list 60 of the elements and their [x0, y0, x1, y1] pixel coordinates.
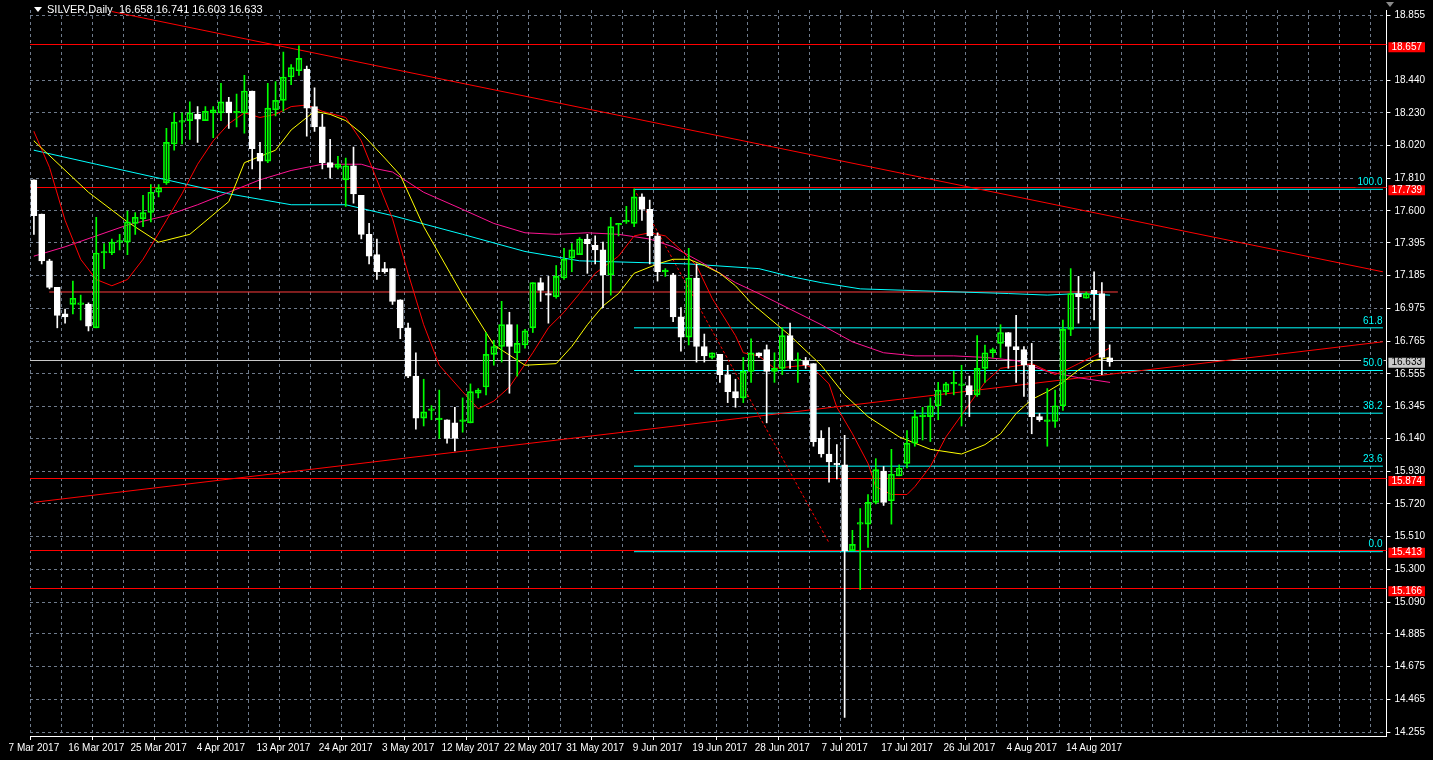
- y-tick-label: 15.300: [1394, 563, 1426, 575]
- ref-line-label: 15.413: [1391, 546, 1423, 558]
- x-tick-label: 24 Apr 2017: [318, 741, 374, 753]
- y-tick-label: 17.600: [1394, 204, 1426, 216]
- x-tick-label: 26 Jul 2017: [943, 741, 996, 753]
- y-tick-label: 15.510: [1394, 530, 1426, 542]
- x-tick-label: 4 Aug 2017: [1006, 741, 1058, 753]
- y-tick-label: 15.930: [1394, 464, 1426, 476]
- y-tick-label: 14.465: [1394, 693, 1426, 705]
- series-label: 50.0: [1363, 357, 1383, 369]
- y-tick-label: 16.975: [1394, 302, 1426, 314]
- series-label: 23.6: [1363, 452, 1383, 464]
- y-tick-label: 18.855: [1394, 9, 1426, 21]
- y-tick-label: 18.440: [1394, 73, 1426, 85]
- candlestick: [435, 389, 443, 439]
- x-tick-label: 19 Jun 2017: [692, 741, 748, 753]
- series-label: 100.0: [1357, 176, 1383, 188]
- x-tick-label: 16 Mar 2017: [68, 741, 125, 753]
- x-tick-label: 7 Jul 2017: [821, 741, 869, 753]
- y-tick-label: 15.090: [1394, 595, 1426, 607]
- candlestick: [1012, 315, 1020, 383]
- x-tick-label: 31 May 2017: [566, 741, 625, 753]
- x-tick-label: 7 Mar 2017: [8, 741, 60, 753]
- series-label: 38.2: [1363, 399, 1383, 411]
- ref-line-label: 15.166: [1391, 584, 1423, 596]
- candlestick: [1106, 344, 1113, 367]
- ref-line-label: 15.874: [1391, 474, 1423, 486]
- x-tick-label: 14 Aug 2017: [1066, 741, 1123, 753]
- x-tick-label: 25 Mar 2017: [130, 741, 188, 753]
- y-tick-label: 18.020: [1394, 139, 1426, 151]
- series-label: 0.0: [1368, 538, 1383, 550]
- candlestick: [326, 138, 334, 179]
- y-tick-label: 14.885: [1394, 627, 1426, 639]
- y-tick-label: 16.140: [1394, 432, 1426, 444]
- x-tick-label: 12 May 2017: [441, 741, 500, 753]
- x-tick-label: 9 Jun 2017: [632, 741, 683, 753]
- series-label: 61.8: [1363, 314, 1383, 326]
- y-tick-label: 15.720: [1394, 497, 1426, 509]
- y-tick-label: 16.555: [1394, 367, 1426, 379]
- y-tick-label: 14.675: [1394, 660, 1426, 672]
- chart-title: SILVER,Daily 16.658 16.741 16.603 16.633: [47, 3, 263, 15]
- x-tick-label: 28 Jun 2017: [754, 741, 811, 753]
- candlestick: [1090, 271, 1098, 321]
- x-tick-label: 22 May 2017: [503, 741, 563, 753]
- x-tick-label: 17 Jul 2017: [881, 741, 934, 753]
- y-tick-label: 17.810: [1394, 172, 1426, 184]
- x-tick-label: 3 May 2017: [381, 741, 435, 753]
- x-tick-label: 13 Apr 2017: [256, 741, 311, 753]
- candlestick: [591, 235, 599, 265]
- y-tick-label: 16.765: [1394, 334, 1426, 346]
- y-tick-label: 14.255: [1394, 725, 1426, 737]
- y-tick-label: 17.185: [1394, 269, 1426, 281]
- y-tick-label: 17.395: [1394, 236, 1426, 248]
- candlestick: [950, 371, 958, 396]
- y-tick-label: 18.230: [1394, 106, 1426, 118]
- ref-line-label: 16.633: [1391, 356, 1423, 368]
- ref-line-label: 18.657: [1391, 41, 1423, 53]
- ref-line-label: 17.739: [1391, 184, 1423, 196]
- x-tick-label: 4 Apr 2017: [196, 741, 246, 753]
- y-tick-label: 16.345: [1394, 400, 1426, 412]
